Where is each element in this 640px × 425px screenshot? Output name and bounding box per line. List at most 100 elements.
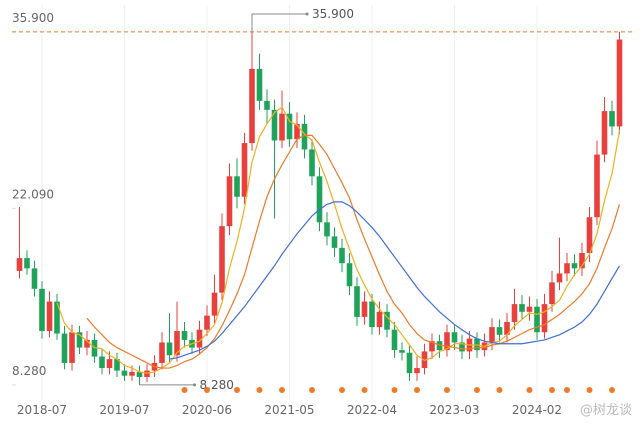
- signal-dot: [496, 387, 503, 393]
- candle-body: [211, 292, 218, 316]
- candle-body: [76, 332, 83, 348]
- candle-body: [369, 301, 375, 328]
- y-tick-label: 22.090: [12, 187, 54, 201]
- candle-body: [69, 332, 75, 363]
- candle-body: [586, 217, 593, 253]
- candle-body: [226, 176, 233, 227]
- candle-body: [61, 333, 68, 363]
- candle-body: [399, 350, 405, 353]
- candle-body: [361, 301, 368, 317]
- candle-body: [256, 68, 263, 101]
- signal-dot: [361, 387, 368, 393]
- candle-body: [316, 176, 323, 223]
- candle-body: [384, 311, 390, 330]
- candle-body: [39, 288, 45, 331]
- watermark: @树龙谈: [580, 403, 632, 418]
- candle-body: [594, 154, 600, 218]
- candle-body: [24, 258, 30, 269]
- candle-body: [474, 338, 480, 351]
- candle-body: [354, 286, 360, 317]
- signal-dot: [279, 387, 285, 393]
- candle-body: [511, 304, 518, 323]
- candle-body: [301, 123, 308, 150]
- candle-body: [181, 330, 188, 340]
- signal-dot: [181, 387, 188, 393]
- candle-body: [489, 327, 495, 343]
- candle-body: [106, 359, 113, 369]
- candle-body: [504, 322, 510, 335]
- candle-body: [459, 342, 465, 352]
- candle-body: [249, 68, 255, 144]
- candle-body: [144, 370, 150, 377]
- candle-body: [564, 263, 570, 274]
- x-tick-label: 2022-04: [347, 403, 397, 417]
- x-tick-label: 2023-03: [429, 403, 479, 417]
- candle-body: [91, 339, 98, 357]
- candle-body: [204, 315, 210, 330]
- candle-body: [46, 301, 53, 331]
- y-tick-label: 35.900: [12, 11, 54, 25]
- candle-body: [309, 149, 315, 177]
- x-tick-label: 2024-02: [512, 403, 562, 417]
- ma-line: [169, 201, 621, 360]
- x-tick-label: 2020-06: [182, 403, 232, 417]
- ma-line: [56, 106, 621, 374]
- candle-body: [294, 123, 300, 140]
- candle-body: [616, 39, 623, 127]
- candle-body: [391, 329, 398, 351]
- candle-body: [264, 100, 270, 110]
- candle-body: [121, 370, 128, 376]
- candle-body: [571, 263, 578, 269]
- candle-body: [54, 301, 60, 334]
- candle-body: [414, 368, 420, 374]
- candle-body: [159, 342, 165, 363]
- signal-dot: [391, 387, 398, 393]
- signal-dot: [526, 387, 533, 393]
- candle-body: [84, 339, 90, 348]
- signal-dot: [234, 387, 240, 393]
- annotation-arrow: [305, 12, 309, 16]
- candle-body: [166, 342, 173, 356]
- signal-dot: [204, 387, 210, 393]
- candle-body: [556, 273, 563, 283]
- candle-body: [286, 113, 293, 140]
- ma-line: [86, 134, 621, 369]
- candle-body: [174, 330, 180, 356]
- x-tick-label: 2018-07: [17, 403, 67, 417]
- candle-body: [519, 304, 525, 312]
- signal-dot: [309, 387, 315, 393]
- candle-body: [609, 111, 615, 127]
- candle-body: [31, 268, 38, 289]
- candle-body: [541, 304, 548, 333]
- annotation-label: 35.900: [312, 7, 354, 21]
- signal-dot: [256, 387, 263, 393]
- candle-body: [114, 359, 120, 371]
- candle-body: [451, 332, 458, 343]
- candle-body: [136, 371, 143, 377]
- candle-body: [601, 111, 608, 155]
- signal-dot: [474, 387, 480, 393]
- candle-body: [534, 306, 540, 333]
- candle-body: [444, 332, 450, 351]
- annotation-arrow: [193, 383, 196, 387]
- signal-dot: [444, 387, 450, 393]
- candle-body: [549, 282, 555, 305]
- candle-body: [271, 109, 278, 141]
- candle-body: [324, 222, 330, 237]
- candle-body: [346, 263, 353, 287]
- candle-body: [241, 143, 248, 197]
- candle-body: [129, 371, 135, 376]
- annotation-leader: [251, 13, 307, 32]
- x-tick-label: 2021-05: [264, 403, 314, 417]
- candle-body: [436, 341, 443, 351]
- candle-body: [406, 352, 413, 374]
- candle-body: [196, 329, 203, 348]
- candle-body: [579, 252, 585, 269]
- x-tick-label: 2019-07: [99, 403, 149, 417]
- candle-body: [339, 247, 345, 264]
- candle-body: [429, 341, 435, 352]
- signal-dot: [339, 387, 345, 393]
- candle-body: [526, 306, 533, 312]
- signal-dot: [414, 387, 420, 393]
